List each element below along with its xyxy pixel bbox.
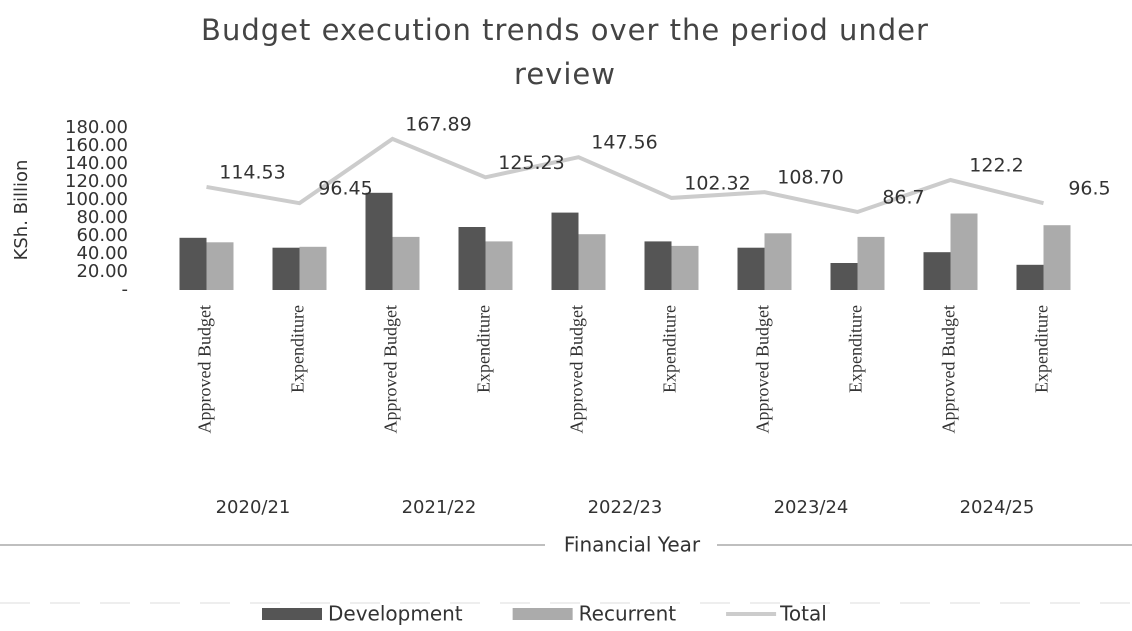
bar bbox=[551, 212, 579, 290]
bar bbox=[179, 237, 207, 290]
bar bbox=[485, 241, 513, 290]
bar bbox=[737, 247, 765, 290]
y-tick-label: 20.00 bbox=[76, 261, 128, 282]
bar bbox=[671, 245, 699, 290]
bar bbox=[1016, 264, 1044, 290]
legend-label: Recurrent bbox=[579, 602, 677, 626]
data-label: 122.2 bbox=[969, 155, 1023, 177]
bar bbox=[857, 236, 885, 290]
y-tick-label: 100.00 bbox=[65, 189, 128, 210]
legend-swatch bbox=[262, 608, 322, 620]
x-tick-label: Approved Budget bbox=[381, 305, 401, 433]
line bbox=[206, 136, 1044, 215]
x-tick-label: Approved Budget bbox=[567, 305, 587, 433]
bar bbox=[644, 241, 672, 290]
bar bbox=[830, 263, 858, 290]
bar bbox=[458, 227, 486, 290]
x-tick-label: Expenditure bbox=[474, 305, 494, 393]
y-axis-label: KSh. Billion bbox=[11, 160, 32, 261]
bar bbox=[206, 242, 234, 290]
x-tick-label: Expenditure bbox=[846, 305, 866, 393]
x-axis-label: Financial Year bbox=[564, 533, 701, 557]
group-label: 2024/25 bbox=[960, 497, 1035, 518]
data-label: 102.32 bbox=[684, 172, 750, 194]
x-tick-label: Expenditure bbox=[660, 305, 680, 393]
data-label: 125.23 bbox=[498, 152, 564, 174]
legend-swatch bbox=[512, 608, 573, 620]
y-tick-label: 120.00 bbox=[65, 171, 128, 192]
bar bbox=[299, 246, 327, 290]
y-tick-label: - bbox=[122, 279, 129, 300]
legend-label: Development bbox=[328, 602, 463, 626]
bar bbox=[950, 213, 978, 290]
x-tick-label: Expenditure bbox=[1032, 305, 1052, 393]
x-label-bg bbox=[545, 534, 717, 556]
x-tick-label: Expenditure bbox=[288, 305, 308, 393]
bar bbox=[272, 247, 300, 290]
group-label: 2020/21 bbox=[216, 497, 291, 518]
x-tick-label: Approved Budget bbox=[939, 305, 959, 433]
y-tick-label: 160.00 bbox=[65, 135, 128, 156]
bar bbox=[578, 234, 606, 290]
chart-title: Budget execution trends over the period … bbox=[201, 13, 929, 91]
data-label: 86.7 bbox=[882, 186, 924, 208]
bar bbox=[1043, 225, 1071, 290]
legend-label: Total bbox=[779, 602, 827, 626]
data-label: 96.45 bbox=[318, 178, 372, 200]
group-label: 2023/24 bbox=[774, 497, 849, 518]
bar bbox=[923, 252, 951, 290]
y-tick-label: 80.00 bbox=[76, 207, 128, 228]
x-tick-label: Approved Budget bbox=[195, 305, 215, 433]
data-label: 167.89 bbox=[405, 113, 471, 135]
data-label: 108.70 bbox=[777, 167, 843, 189]
x-tick-label: Approved Budget bbox=[753, 305, 773, 433]
group-label: 2022/23 bbox=[588, 497, 663, 518]
data-label: 114.53 bbox=[219, 161, 285, 183]
y-tick-label: 180.00 bbox=[65, 117, 128, 138]
bar bbox=[764, 233, 792, 290]
data-label: 96.5 bbox=[1068, 178, 1110, 200]
group-label: 2021/22 bbox=[402, 497, 477, 518]
y-tick-label: 40.00 bbox=[76, 243, 128, 264]
y-tick-label: 140.00 bbox=[65, 153, 128, 174]
data-label: 147.56 bbox=[591, 132, 657, 154]
bar bbox=[365, 192, 393, 290]
y-tick-label: 60.00 bbox=[76, 225, 128, 246]
bar bbox=[392, 236, 420, 290]
